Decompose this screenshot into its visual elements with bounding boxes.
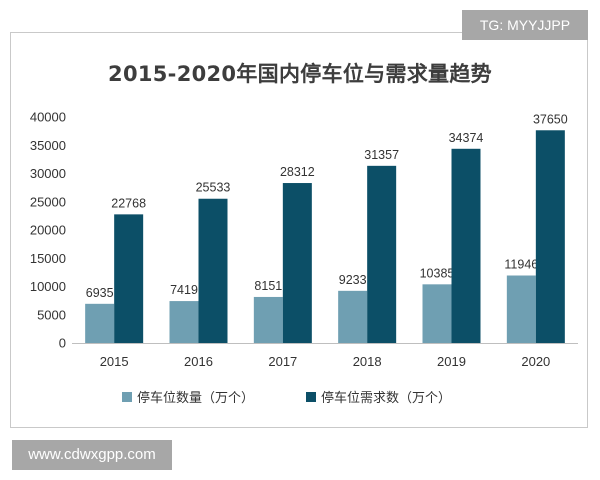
y-tick-label: 15000 [30,251,66,266]
y-tick-label: 40000 [30,110,66,125]
data-label-supply: 10385 [420,266,455,280]
chart-title: 2015-2020年国内停车位与需求量趋势 [108,62,492,86]
data-label-demand: 37650 [533,112,568,126]
data-label-supply: 11946 [504,258,538,272]
x-tick-label: 2020 [521,354,550,369]
data-label-supply: 9233 [339,273,367,287]
y-tick-label: 10000 [30,279,66,294]
bar-supply [253,296,283,343]
y-tick-label: 5000 [37,307,66,322]
watermark-bottom: www.cdwxgpp.com [12,440,172,470]
data-label-supply: 8151 [254,279,282,293]
bar-supply [169,301,199,343]
legend-supply-label: 停车位数量（万个） [137,390,254,406]
data-label-demand: 28312 [280,165,315,179]
x-tick-label: 2017 [268,354,297,369]
bar-demand [367,165,397,343]
data-label-supply: 6935 [86,286,114,300]
legend-demand-swatch [306,392,316,402]
x-tick-label: 2018 [353,354,382,369]
y-tick-label: 20000 [30,223,66,238]
data-label-supply: 7419 [170,283,198,297]
data-label-demand: 22768 [111,196,146,210]
bar-demand [114,214,144,343]
bar-supply [85,303,115,343]
watermark-top: TG: MYYJJPP [462,10,588,40]
legend-supply-swatch [122,392,132,402]
y-tick-label: 25000 [30,194,66,209]
data-label-demand: 25533 [196,181,231,195]
bar-demand [451,148,481,343]
bar-demand [198,198,228,343]
data-label-demand: 31357 [364,148,399,162]
y-tick-label: 0 [59,336,66,351]
x-tick-label: 2019 [437,354,466,369]
x-tick-label: 2015 [100,354,129,369]
data-label-demand: 34374 [449,131,484,145]
bar-supply [338,290,368,343]
bar-supply [422,284,452,343]
x-tick-label: 2016 [184,354,213,369]
y-tick-label: 35000 [30,138,66,153]
bar-supply [506,275,536,343]
legend-demand-label: 停车位需求数（万个） [321,390,451,406]
y-tick-label: 30000 [30,166,66,181]
bar-demand [282,183,312,343]
bar-demand [535,130,565,343]
